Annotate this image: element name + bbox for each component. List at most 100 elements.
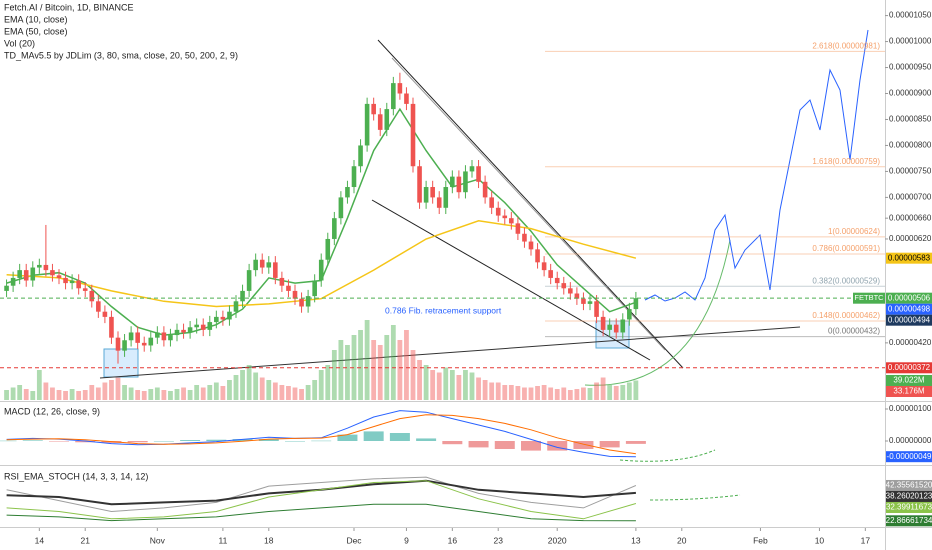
candle-body [607,324,612,330]
volume-bar [345,345,350,400]
candle-body [391,83,396,110]
x-tick-label: 11 [218,535,227,545]
candle-body [128,332,134,341]
volume-bar [23,389,29,400]
volume-bar [299,389,304,400]
histogram-bar [442,441,463,445]
candle-body [194,324,199,328]
volume-bar [397,340,403,400]
histogram-bar [468,441,489,448]
legend-entry: TD_MAv5.5 by JDLim (3, 80, sma, close, 2… [4,50,238,60]
volume-bar [541,385,547,400]
x-tick-label: 18 [264,535,274,545]
volume-bar [161,390,167,400]
histogram-bar [0,440,17,442]
volume-bar [417,360,422,400]
candle-body [476,166,481,182]
candle-body [187,327,193,333]
candle-body [410,103,416,167]
x-tick-label: 17 [861,535,871,545]
candle-body [17,270,22,278]
price-label: 39.022M [893,376,924,385]
highlight-box [103,348,139,378]
candle-body [181,329,186,333]
volume-bar [364,320,370,400]
volume-bar [436,372,442,400]
histogram-bar [285,441,305,442]
candle-body [292,290,298,299]
line [6,480,637,520]
volume-bar [476,377,481,400]
price-label-bg [886,314,932,326]
volume-bar [95,387,101,400]
candle-body [56,275,62,278]
histogram-bar [573,441,594,449]
volume-bar [554,389,560,400]
candle-body [69,280,75,284]
price-label-bg [886,515,932,527]
volume-bar [207,385,213,400]
candle-body [463,171,468,193]
candle-body [82,288,88,291]
candle-body [436,197,442,208]
candle-body [554,277,560,284]
histogram-bar [337,434,358,441]
volume-bar [607,385,613,400]
candle-body [10,277,16,286]
volume-bar [286,386,291,400]
volume-bar [561,387,567,400]
volume-bar [109,380,114,400]
y-tick-label: 0.00000850 [889,115,932,124]
volume-bar [50,387,55,400]
volume-bar [495,382,501,400]
volume-bar [128,387,134,400]
price-label-bg [886,501,932,513]
price-label: 33.176M [893,387,924,396]
volume-bar [240,370,245,400]
x-tick-label: 21 [80,535,90,545]
candle-body [168,335,173,341]
chart-title: Fetch.AI / Bitcoin, 1D, BINANCE [4,2,134,12]
panel-title: MACD (12, 26, close, 9) [4,406,100,416]
projection-path [644,29,869,302]
candle-body [161,332,167,341]
price-label: 22.86661734 [886,516,932,525]
volume-bar [390,325,396,400]
x-tick-label: 2020 [548,535,567,545]
volume-bar [102,382,108,400]
histogram-bar [49,441,69,442]
volume-bar [168,391,173,400]
symbol-tag-bg [853,292,885,304]
candle-body [332,218,337,239]
line [6,476,637,513]
candle-body [581,298,586,304]
volume-bar [620,385,626,400]
y-tick-label: 0.00000660 [889,213,932,222]
volume-bar [213,382,219,400]
x-tick-label: Feb [753,535,768,545]
volume-bar [456,375,462,400]
candle-body [535,249,540,263]
price-label-bg [886,362,932,374]
histogram-bar [258,439,279,441]
volume-bar [17,385,23,400]
line [6,503,636,522]
candle-body [89,290,95,302]
volume-bar [279,385,285,400]
candle-body [423,187,429,203]
volume-bar [331,350,337,400]
candle-body [207,322,213,330]
volume-bar [535,386,540,400]
candle-body [482,181,488,198]
candle-body [613,324,619,333]
y-tick-label: 0.00000700 [889,193,932,202]
candle-body [4,285,9,291]
y-tick-label: 0.00000620 [889,234,932,243]
projection-arc [584,239,731,386]
legend-entry: EMA (10, close) [4,14,68,24]
fib-label: 0.148(0.00000462) [812,311,880,320]
volume-bar [502,385,508,400]
candle-body [102,311,108,317]
candle-body [266,262,272,268]
x-tick-label: 9 [404,535,409,545]
